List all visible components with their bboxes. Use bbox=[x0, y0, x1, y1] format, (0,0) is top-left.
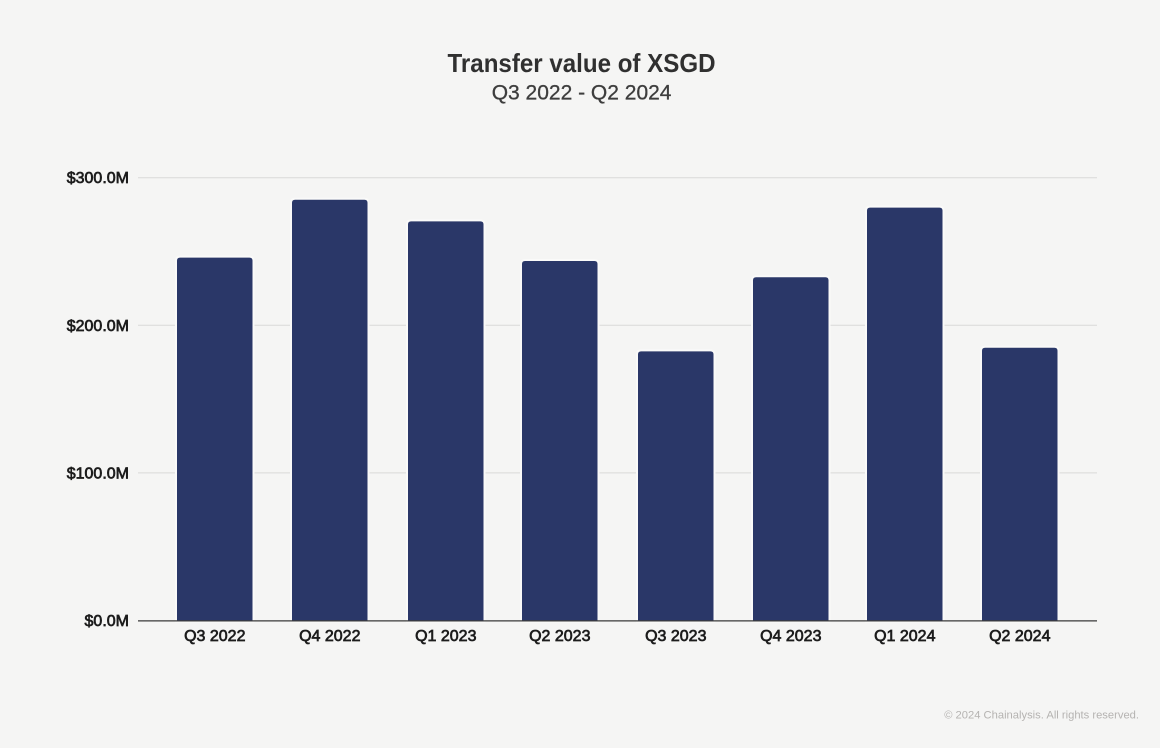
svg-text:Transfer value of XSGD: Transfer value of XSGD bbox=[448, 48, 716, 78]
svg-text:Q4 2022: Q4 2022 bbox=[299, 628, 360, 645]
svg-text:$100.0M: $100.0M bbox=[67, 465, 129, 482]
svg-text:Q2 2024: Q2 2024 bbox=[989, 628, 1050, 645]
svg-text:Q3 2023: Q3 2023 bbox=[645, 628, 706, 645]
svg-text:$0.0M: $0.0M bbox=[85, 613, 129, 630]
svg-text:Q3 2022 - Q2 2024: Q3 2022 - Q2 2024 bbox=[492, 81, 672, 104]
svg-text:© 2024 Chainalysis. All rights: © 2024 Chainalysis. All rights reserved. bbox=[944, 710, 1139, 722]
svg-text:$200.0M: $200.0M bbox=[67, 318, 129, 335]
svg-text:Q2 2023: Q2 2023 bbox=[529, 628, 590, 645]
svg-text:$300.0M: $300.0M bbox=[67, 170, 129, 187]
svg-text:Q3 2022: Q3 2022 bbox=[184, 628, 245, 645]
svg-text:Q1 2023: Q1 2023 bbox=[415, 628, 476, 645]
svg-text:Q4 2023: Q4 2023 bbox=[760, 628, 821, 645]
svg-text:Q1 2024: Q1 2024 bbox=[874, 628, 935, 645]
